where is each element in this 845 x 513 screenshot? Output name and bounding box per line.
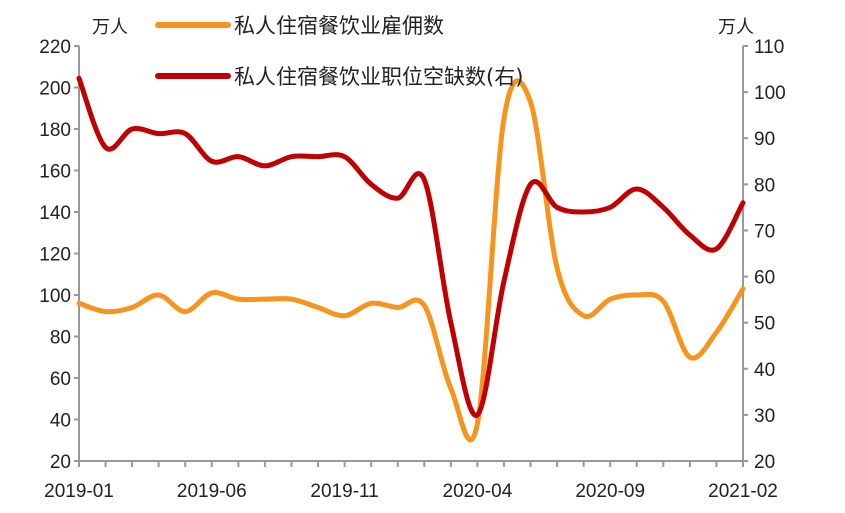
right-tick-label: 100 bbox=[754, 83, 786, 104]
x-tick-label: 2019-01 bbox=[44, 481, 114, 502]
series-lines bbox=[76, 75, 746, 443]
right-tick-label: 60 bbox=[754, 268, 775, 289]
left-tick-label: 160 bbox=[39, 162, 71, 183]
right-tick-label: 50 bbox=[754, 314, 775, 335]
vacancies-series-line bbox=[76, 75, 746, 418]
left-tick-label: 140 bbox=[39, 203, 71, 224]
x-tick-label: 2020-09 bbox=[575, 481, 645, 502]
left-tick-label: 40 bbox=[50, 411, 71, 432]
employment-series-line bbox=[76, 78, 746, 443]
legend: 私人住宿餐饮业雇佣数 私人住宿餐饮业职位空缺数(右) bbox=[155, 14, 523, 89]
left-tick-label: 80 bbox=[50, 328, 71, 349]
left-tick-label: 200 bbox=[39, 79, 71, 100]
left-tick-label: 220 bbox=[39, 37, 71, 58]
x-tick-label: 2020-04 bbox=[443, 481, 513, 502]
x-tick-label: 2021-02 bbox=[708, 481, 778, 502]
left-tick-label: 100 bbox=[39, 286, 71, 307]
x-tick-label: 2019-06 bbox=[177, 481, 247, 502]
left-tick-label: 180 bbox=[39, 120, 71, 141]
right-tick-label: 70 bbox=[754, 221, 775, 242]
right-tick-label: 80 bbox=[754, 175, 775, 196]
left-tick-label: 120 bbox=[39, 245, 71, 266]
right-tick-label: 40 bbox=[754, 360, 775, 381]
right-tick-label: 110 bbox=[754, 37, 784, 58]
right-tick-label: 90 bbox=[754, 129, 775, 150]
legend-label-vacancies: 私人住宿餐饮业职位空缺数(右) bbox=[234, 65, 523, 89]
right-tick-label: 20 bbox=[754, 452, 775, 473]
legend-label-employment: 私人住宿餐饮业雇佣数 bbox=[234, 14, 444, 38]
right-tick-label: 30 bbox=[754, 406, 775, 427]
left-tick-label: 20 bbox=[50, 452, 71, 473]
right-axis-unit: 万人 bbox=[718, 17, 754, 38]
axes: 20 40 60 80 100 120 140 160 180 200 220 20 30 40 50 60 7… bbox=[39, 37, 785, 502]
left-tick-label: 60 bbox=[50, 369, 71, 390]
x-tick-label: 2019-11 bbox=[310, 481, 378, 502]
left-axis-unit: 万人 bbox=[92, 17, 128, 38]
